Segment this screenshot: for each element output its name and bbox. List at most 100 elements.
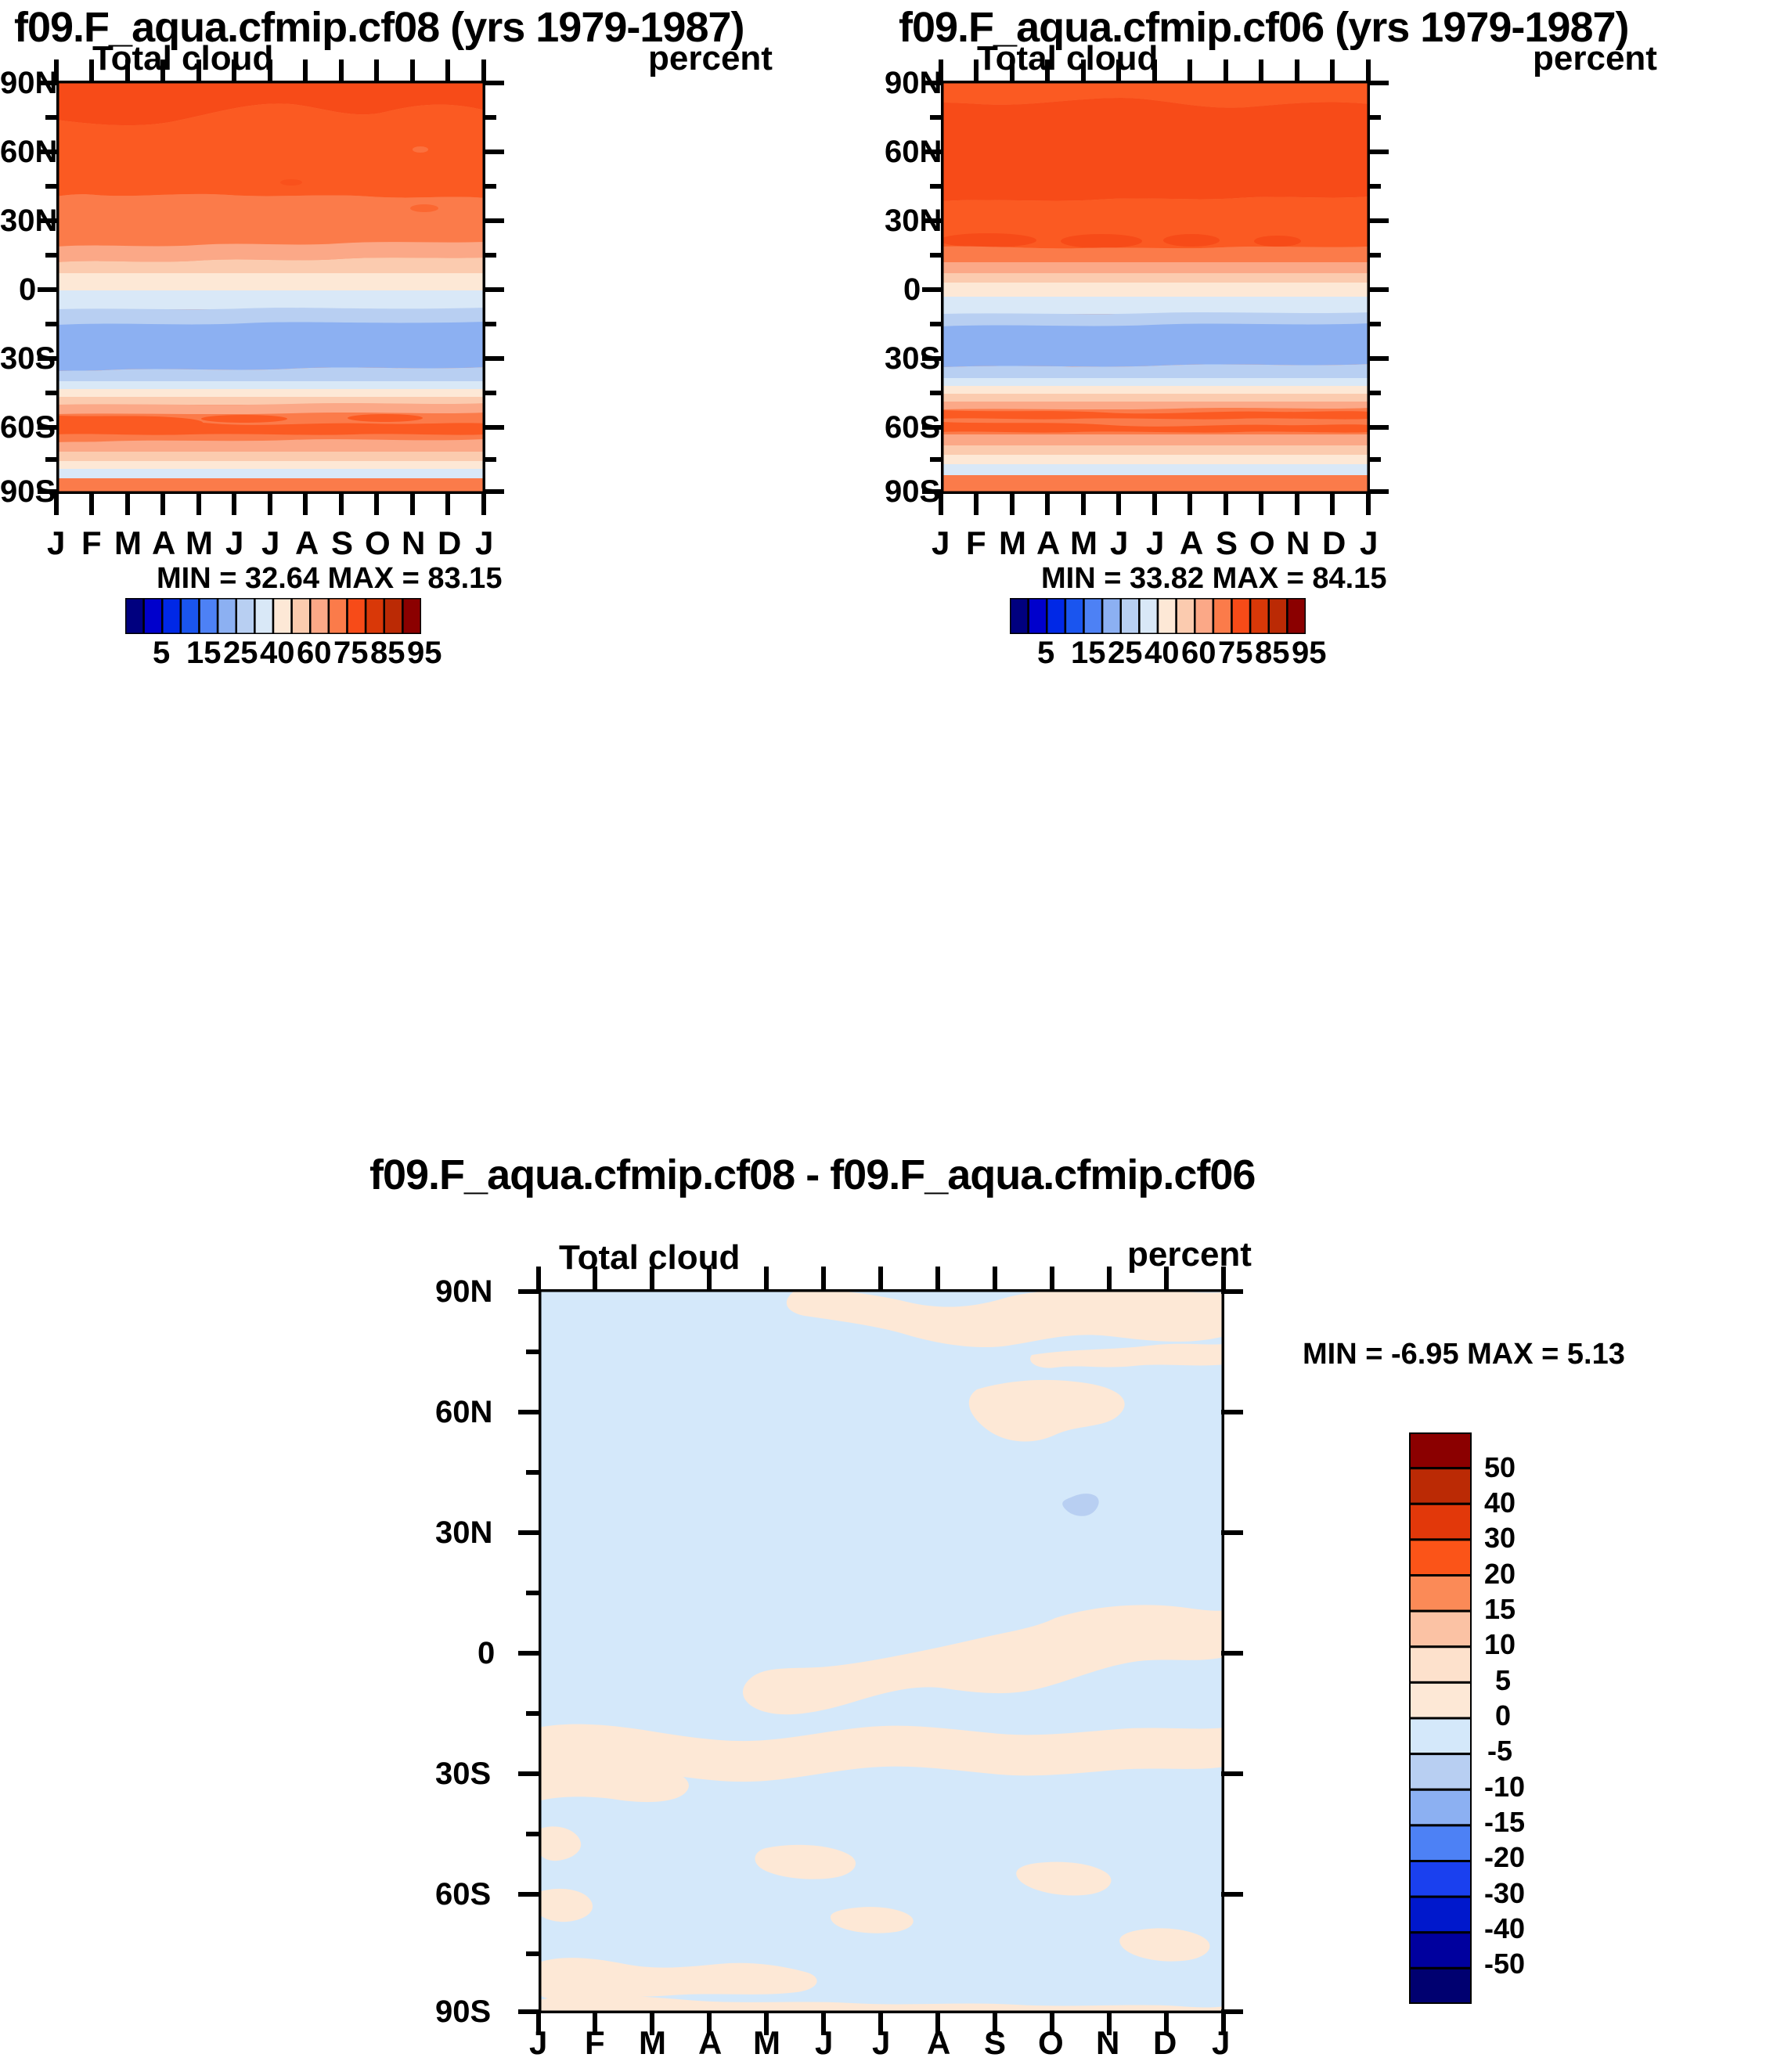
colorbar-cell xyxy=(1409,1966,1472,2004)
colorbar-cell xyxy=(346,598,367,634)
cb-diff-lab-8: -5 xyxy=(1487,1735,1513,1767)
panel-left-colorbar[interactable] xyxy=(125,598,421,634)
panel-diff-xtick-4: M xyxy=(753,2024,780,2061)
cb-diff-lab-3: 20 xyxy=(1484,1558,1516,1590)
cb-right-lab-6: 85 xyxy=(1255,636,1290,670)
panel-left-xtick-7: A xyxy=(295,524,319,561)
cb-right-lab-1: 15 xyxy=(1071,636,1106,670)
cb-left-lab-2: 25 xyxy=(223,636,258,670)
panel-diff-plot[interactable] xyxy=(539,1289,1224,2013)
colorbar-cell xyxy=(1156,598,1177,634)
cb-diff-lab-7: 0 xyxy=(1495,1699,1512,1731)
colorbar-cell xyxy=(1046,598,1067,634)
panel-left-ytick-90N: 90N xyxy=(0,66,58,100)
colorbar-cell xyxy=(179,598,200,634)
cb-diff-lab-9: -10 xyxy=(1484,1771,1526,1803)
cb-left-lab-5: 75 xyxy=(333,636,369,670)
panel-right-colorbar[interactable] xyxy=(1010,598,1306,634)
panel-right-xtick-11: D xyxy=(1322,524,1346,561)
colorbar-cell xyxy=(1409,1824,1472,1863)
panel-diff-xtick-0: J xyxy=(529,2024,548,2061)
colorbar-cell xyxy=(1267,598,1288,634)
panel-diff-xtick-6: J xyxy=(872,2024,891,2061)
cb-diff-lab-14: -50 xyxy=(1484,1948,1526,1980)
cb-diff-lab-2: 30 xyxy=(1484,1522,1516,1554)
colorbar-cell xyxy=(1409,1895,1472,1934)
cb-right-lab-0: 5 xyxy=(1037,636,1055,670)
colorbar-cell xyxy=(1119,598,1141,634)
cb-right-lab-3: 40 xyxy=(1144,636,1180,670)
cb-diff-lab-0: 50 xyxy=(1484,1451,1516,1483)
colorbar-cell xyxy=(383,598,404,634)
panel-diff-xtick-8: S xyxy=(984,2024,1007,2061)
colorbar-cell xyxy=(1409,1467,1472,1505)
panel-right-ytick-30N: 30N xyxy=(885,204,942,238)
cb-left-lab-7: 95 xyxy=(407,636,442,670)
panel-right-ytick-90N: 90N xyxy=(885,66,942,100)
cb-diff-lab-5: 10 xyxy=(1484,1628,1516,1660)
panel-left-var-label: Total cloud xyxy=(92,39,274,77)
panel-right-minmax: MIN = 33.82 MAX = 84.15 xyxy=(1041,562,1387,595)
colorbar-cell xyxy=(1409,1681,1472,1720)
cb-diff-lab-11: -20 xyxy=(1484,1841,1526,1873)
panel-diff-minmax: MIN = -6.95 MAX = 5.13 xyxy=(1303,1338,1625,1371)
panel-diff-xtick-10: N xyxy=(1096,2024,1120,2061)
cb-diff-lab-1: 40 xyxy=(1484,1486,1516,1519)
panel-left-xtick-9: O xyxy=(365,524,391,561)
panel-diff-ytick-90S: 90S xyxy=(435,1995,492,2029)
panel-right-ytick-60N: 60N xyxy=(885,135,942,169)
colorbar-cell xyxy=(1231,598,1252,634)
colorbar-cell xyxy=(1083,598,1104,634)
colorbar-cell xyxy=(364,598,386,634)
cb-diff-lab-6: 5 xyxy=(1495,1664,1512,1696)
panel-left-xtick-5: J xyxy=(225,524,244,561)
colorbar-cell xyxy=(1409,1609,1472,1649)
colorbar-cell xyxy=(161,598,182,634)
panel-right-contours xyxy=(941,81,1370,494)
panel-left-ytick-60S: 60S xyxy=(0,410,56,445)
cb-left-lab-6: 85 xyxy=(370,636,405,670)
colorbar-cell xyxy=(1409,1538,1472,1577)
cb-left-lab-1: 15 xyxy=(186,636,222,670)
colorbar-cell xyxy=(309,598,330,634)
colorbar-cell xyxy=(1409,1574,1472,1613)
panel-diff-colorbar[interactable] xyxy=(1409,1432,1472,2004)
panel-left-xtick-12: J xyxy=(475,524,494,561)
panel-diff-var-label: Total cloud xyxy=(559,1238,741,1277)
colorbar-cell xyxy=(1101,598,1123,634)
colorbar-cell xyxy=(1409,1788,1472,1827)
colorbar-difference[interactable] xyxy=(1409,1432,1472,2004)
colorbar-cell xyxy=(216,598,238,634)
colorbar-absolute-left[interactable] xyxy=(125,598,421,634)
colorbar-cell xyxy=(1138,598,1159,634)
colorbar-absolute-right[interactable] xyxy=(1010,598,1306,634)
colorbar-cell xyxy=(1409,1502,1472,1541)
cb-diff-lab-10: -15 xyxy=(1484,1806,1526,1838)
panel-right-plot[interactable] xyxy=(941,81,1370,494)
panel-right-var-label: Total cloud xyxy=(977,39,1159,77)
panel-right-ytick-0: 0 xyxy=(903,272,921,307)
cb-diff-lab-13: -40 xyxy=(1484,1912,1526,1944)
panel-left-ytick-30N: 30N xyxy=(0,204,58,238)
panel-left-plot[interactable] xyxy=(56,81,485,494)
colorbar-cell xyxy=(1409,1645,1472,1684)
colorbar-cell xyxy=(142,598,164,634)
panel-right-ytick-30S: 30S xyxy=(885,341,941,376)
panel-right-xtick-9: O xyxy=(1249,524,1275,561)
panel-left-xtick-3: A xyxy=(152,524,176,561)
colorbar-cell xyxy=(1409,1931,1472,1969)
panel-right-xtick-8: S xyxy=(1216,524,1238,561)
panel-diff-xtick-7: A xyxy=(927,2024,951,2061)
panel-diff-xtick-3: A xyxy=(698,2024,723,2061)
panel-left-ytick-30S: 30S xyxy=(0,341,56,376)
panel-right-ytick-90S: 90S xyxy=(885,474,941,509)
colorbar-cell xyxy=(1064,598,1085,634)
panel-diff-xtick-12: J xyxy=(1212,2024,1231,2061)
colorbar-cell xyxy=(1409,1432,1472,1470)
panel-diff-xtick-5: J xyxy=(815,2024,834,2061)
panel-diff-xtick-11: D xyxy=(1153,2024,1177,2061)
panel-left-xtick-4: M xyxy=(186,524,213,561)
panel-diff-ytick-0: 0 xyxy=(478,1636,496,1670)
panel-right-units-label: percent xyxy=(1533,39,1657,77)
panel-right-xtick-12: J xyxy=(1360,524,1379,561)
